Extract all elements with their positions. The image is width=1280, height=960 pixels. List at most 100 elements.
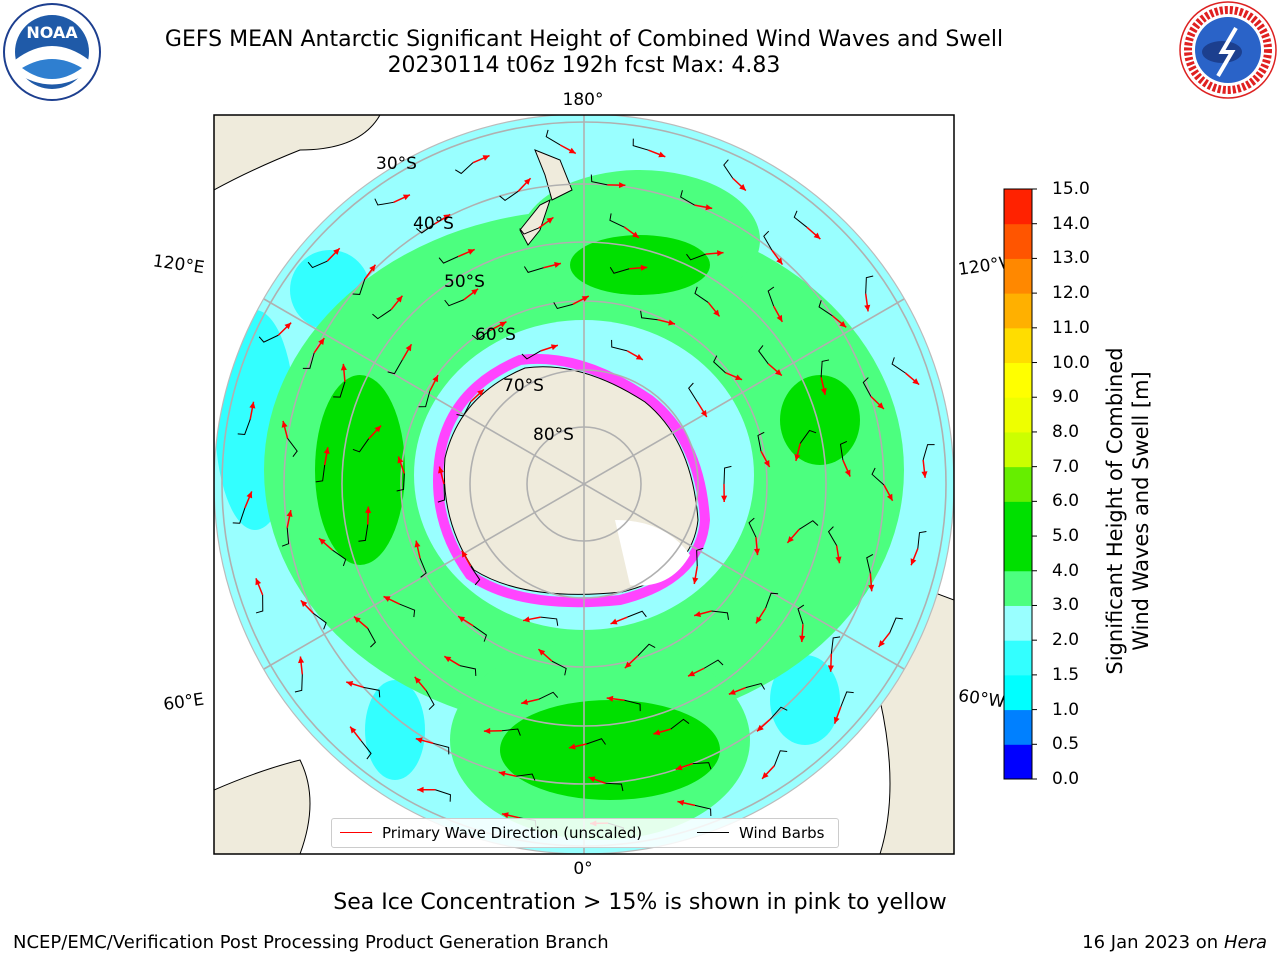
wind-barb [799,429,817,444]
colorbar-tick-label: 7.0 [1052,456,1080,477]
colorbar-segment [1004,431,1032,468]
colorbar-segment [1004,536,1032,572]
colorbar-tick-label: 1.5 [1052,664,1080,685]
wave-direction-arrowhead [755,616,762,624]
lon-label-180: 180° [563,90,604,110]
wind-barb [433,742,450,755]
wave-1.5-2-patch [365,680,425,780]
wind-barb [865,275,874,294]
lat-label-80s: 80°S [533,425,574,445]
wave-direction-arrowhead [477,389,484,396]
colorbar-tick-label: 12.0 [1052,283,1090,304]
wind-barb [609,267,630,274]
wave-direction-arrowhead [417,786,424,793]
colorbar-tick-label: 2.0 [1052,630,1080,651]
nws-logo [1179,1,1277,99]
wind-barb [688,382,698,402]
wind-barb [891,357,906,374]
colorbar-tick-label: 0.5 [1052,734,1080,755]
wave-direction-arrowhead [787,536,794,543]
wave-direction-arrowhead [546,217,554,224]
wind-barb [540,616,559,626]
wave-direction-arrowhead [753,548,761,556]
wave-direction-arrowhead [632,231,639,238]
wave-direction-arrowhead [886,493,893,501]
wave-direction-arrowhead [501,812,509,819]
wave-direction-arrowhead [568,743,576,750]
wind-barb [281,527,290,547]
colorbar-tick-label: 10.0 [1052,352,1090,373]
wave-direction-arrowhead [300,600,308,608]
colorbar [1003,188,1037,780]
wave-direction-arrowhead [461,550,468,558]
wind-barb [473,625,488,642]
wave-direction-arrowhead [350,726,357,734]
wave-direction-arrowhead [844,469,851,477]
colorbar-segment [1004,640,1032,676]
wind-barb [519,227,539,235]
colorbar-segment [1004,362,1032,398]
wind-barbs-legend-line [697,832,729,833]
wind-barb [605,782,624,792]
map-legend: Primary Wave Direction (unscaled) Wind B… [331,818,839,848]
wave-direction-arrowhead [365,506,372,513]
wind-barb [839,440,848,461]
wave-direction-arrowhead [762,772,769,779]
wave-direction-arrowhead [878,640,885,647]
wave-direction-arrowhead [521,698,529,705]
wave-direction-arrowhead [713,309,720,317]
wind-barb [302,352,315,369]
wind-barb [352,438,370,453]
wave-direction-arrowhead [498,770,506,777]
wind-barb [363,686,381,698]
wave-direction-arrowhead [471,288,479,296]
wave-direction-arrowhead [635,354,643,360]
wave-direction-arrowhead [554,261,561,268]
wave-direction-arrowhead [677,799,685,806]
wave-direction-arrowhead [581,296,589,302]
wind-barb [696,547,704,567]
wave-direction-arrowhead [716,250,724,257]
wind-barb [757,431,765,452]
wind-barb [840,691,854,707]
sea-ice-note: Sea Ice Concentration > 15% is shown in … [333,890,947,915]
wind-barb [624,699,641,712]
wind-barb [294,674,303,693]
wind-barbs-legend-label: Wind Barbs [739,824,825,842]
wave-direction-arrowhead [675,764,683,771]
wind-barb [586,738,606,745]
wind-barb [399,603,416,618]
wave-direction-arrowhead [383,596,391,602]
wind-barb [360,740,372,760]
wave-direction-arrowhead [319,538,326,545]
wave-direction-arrowhead [721,495,728,502]
wave-direction-arrowhead [298,656,305,664]
colorbar-tick-label: 4.0 [1052,560,1080,581]
colorbar-segment [1004,293,1032,329]
wave-direction-arrowhead [397,456,404,464]
wind-barb [352,279,366,295]
wind-barb [763,230,773,251]
colorbar-tick-label: 14.0 [1052,213,1090,234]
wave-direction-arrowhead [757,724,764,732]
wave-4-5-patch [315,375,405,565]
wind-barb [372,309,392,320]
wind-barb [538,691,559,700]
wind-barb [922,444,935,461]
wave-direction-arrowhead [414,676,422,684]
wind-barb [459,665,477,676]
wave-direction-legend-label: Primary Wave Direction (unscaled) [382,824,643,842]
wave-direction-arrowhead [318,338,325,346]
wind-barb [769,706,788,720]
wave-direction-arrowhead [333,248,340,255]
wave-direction-arrowhead [694,611,702,617]
wind-barb [917,530,927,549]
wave-direction-arrowhead [868,584,875,592]
colorbar-segment [1004,709,1032,745]
colorbar-tick-label: 1.0 [1052,699,1080,720]
wind-barb [545,129,561,146]
wave-direction-arrowhead [610,618,618,625]
wind-barb [793,210,808,228]
wind-barb [396,473,405,492]
wave-direction-arrowhead [405,344,412,352]
